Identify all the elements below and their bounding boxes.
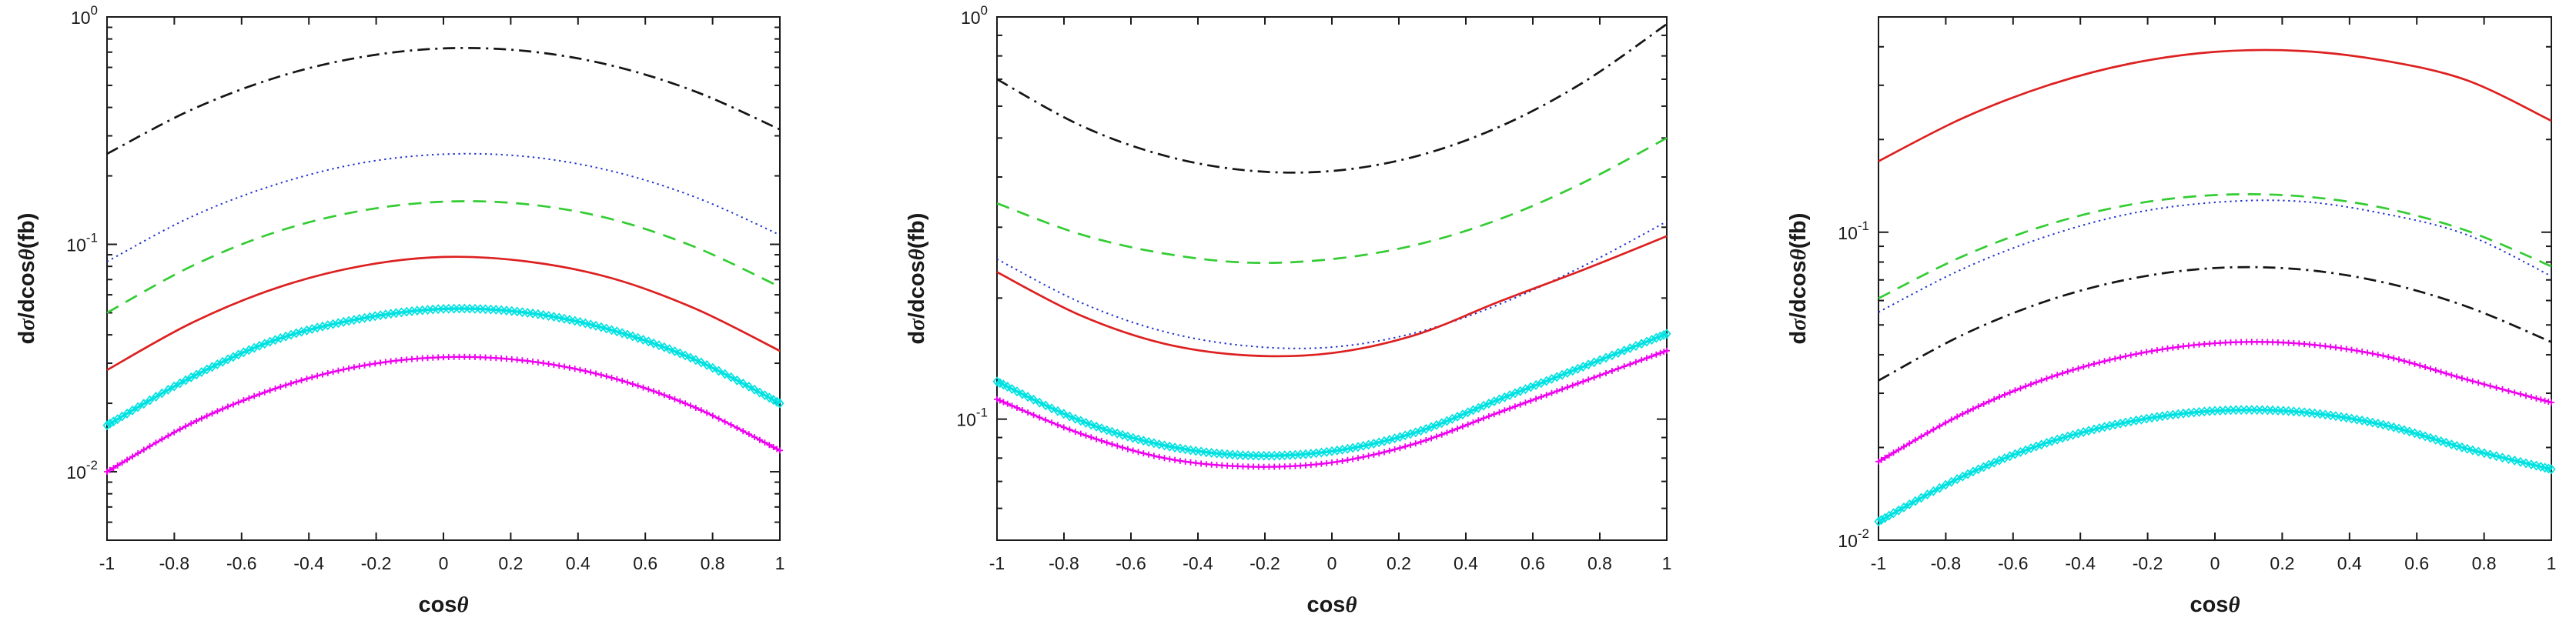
y-axis-label: dσ/dcosθ(fb) [15, 213, 39, 345]
series-magenta-plus-band [996, 349, 1668, 468]
series-magenta-plus-band [106, 356, 781, 473]
series-black-dashdot [1878, 265, 2552, 382]
series-red-solid [1878, 48, 2552, 162]
x-tick-label: 1 [775, 553, 785, 573]
series-cyan-diamond-band-markers [992, 329, 1671, 461]
series-magenta-plus-band-markers [104, 353, 783, 475]
x-tick-label: -1 [1871, 553, 1886, 573]
y-tick-label: 10-2 [1838, 526, 1869, 551]
x-tick-label: 0.6 [633, 553, 657, 573]
x-tick-label: 0 [1327, 553, 1337, 573]
x-tick-label: 1 [2547, 553, 2557, 573]
x-tick-label: 0.8 [1587, 553, 1612, 573]
y-tick-label: 10-2 [66, 458, 98, 482]
series-magenta-plus-band-markers [994, 347, 1670, 470]
x-tick-label: 1 [1662, 553, 1672, 573]
axis-box [1878, 16, 2552, 541]
x-tick-label: -0.4 [1183, 553, 1213, 573]
x-tick-label: 0.6 [2404, 553, 2429, 573]
series-cyan-diamond-band-markers [102, 303, 785, 431]
chart-panel-3: -1 -0.8 -0.6 -0.4 -0.2 0 0.2 0.4 0.6 0.8 1 10-1 10-2… [1786, 16, 2557, 617]
x-tick-label: -0.2 [2133, 553, 2163, 573]
series-cyan-diamond-band [106, 307, 781, 427]
x-tick-label: -0.8 [159, 553, 190, 573]
axis-box [106, 16, 781, 541]
series-green-dashed [106, 200, 781, 314]
y-tick-label: 100 [961, 3, 988, 28]
x-tick-label: -0.4 [293, 553, 324, 573]
x-tick-label: 0.4 [566, 553, 590, 573]
x-tick-label: 0 [439, 553, 449, 573]
x-tick-label: -0.8 [1049, 553, 1079, 573]
x-tick-label: -0.2 [361, 553, 392, 573]
y-tick-label: 10-1 [66, 231, 98, 255]
x-tick-label: 0.2 [498, 553, 523, 573]
y-axis-label: dσ/dcosθ(fb) [905, 213, 929, 345]
x-tick-label: 0.2 [1387, 553, 1411, 573]
series-green-dashed [996, 137, 1668, 264]
x-tick-label: -1 [989, 553, 1005, 573]
x-tick-label: -0.8 [1931, 553, 1962, 573]
series-cyan-diamond-band [996, 332, 1668, 458]
x-tick-label: 0.2 [2270, 553, 2294, 573]
series-cyan-diamond-band-markers [1874, 405, 2556, 527]
x-tick-label: -0.4 [2065, 553, 2096, 573]
x-tick-label: 0.6 [1521, 553, 1545, 573]
x-tick-label: -0.6 [1116, 553, 1146, 573]
y-axis-label: dσ/dcosθ(fb) [1786, 213, 1811, 345]
series-blue-dotted [106, 152, 781, 262]
x-tick-label: 0 [2210, 553, 2220, 573]
series-green-dashed [1878, 193, 2552, 299]
series-blue-dotted [996, 220, 1668, 349]
x-tick-label: 0.8 [2472, 553, 2497, 573]
series-magenta-plus-band-markers [1875, 339, 2554, 465]
series-red-solid [996, 235, 1668, 358]
series-red-solid [106, 255, 781, 372]
x-axis-label: cosθ [418, 593, 468, 617]
chart-panel-2: -1 -0.8 -0.6 -0.4 -0.2 0 0.2 0.4 0.6 0.8 1 100 10-1 c… [905, 3, 1671, 617]
series-black-dashdot [996, 23, 1668, 174]
y-tick-label: 100 [71, 3, 98, 28]
x-tick-label: -0.2 [1250, 553, 1280, 573]
x-tick-label: 0.4 [1454, 553, 1478, 573]
series-black-dashdot [106, 47, 781, 155]
x-tick-label: -0.6 [1998, 553, 2029, 573]
x-axis-label: cosθ [1306, 593, 1357, 617]
x-axis-label: cosθ [2190, 593, 2240, 617]
x-tick-label: -1 [99, 553, 115, 573]
x-tick-label: -0.6 [226, 553, 257, 573]
y-tick-label: 10-1 [1838, 219, 1869, 243]
y-tick-label: 10-1 [956, 406, 988, 430]
series-blue-dotted [1878, 199, 2552, 313]
chart-panel-1: -1 -0.8 -0.6 -0.4 -0.2 0 0.2 0.4 0.6 0.8 1 100 10-1 1… [15, 3, 785, 617]
x-tick-label: 0.4 [2337, 553, 2362, 573]
x-tick-label: 0.8 [701, 553, 725, 573]
